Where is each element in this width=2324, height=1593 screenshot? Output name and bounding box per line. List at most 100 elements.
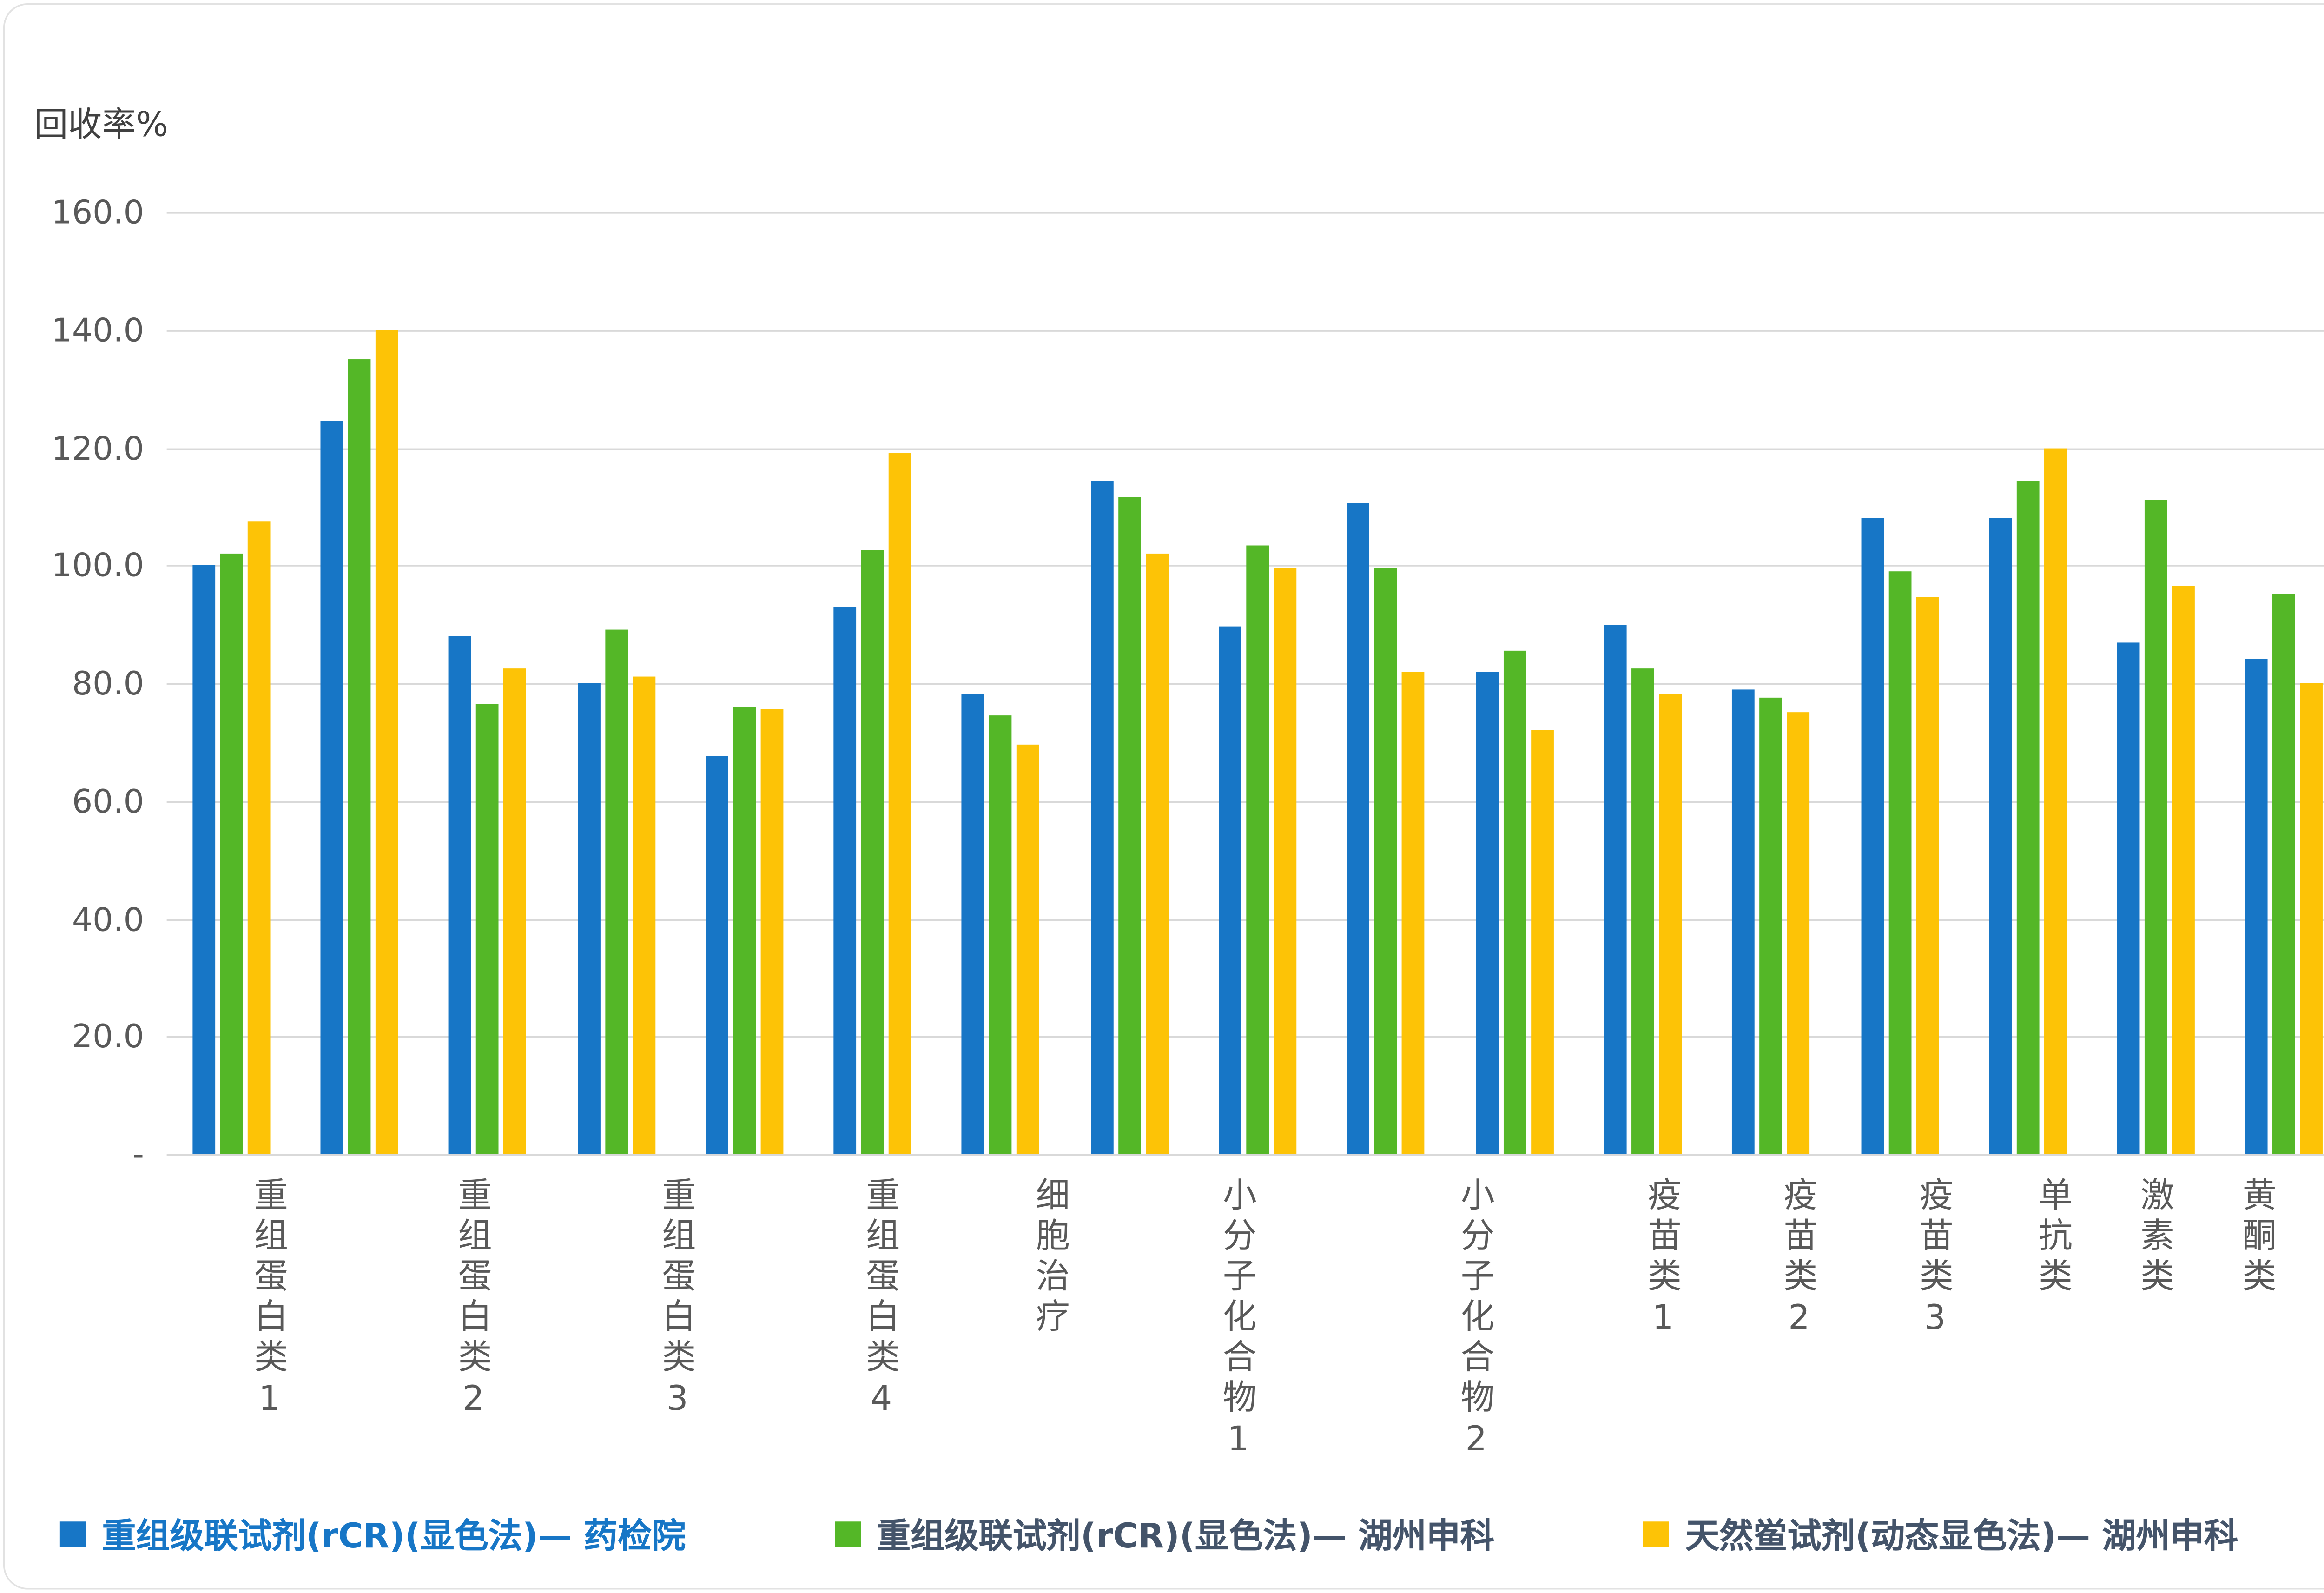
bar-group	[1963, 212, 2092, 1154]
gridline	[166, 919, 2324, 920]
bar-series-1	[320, 421, 343, 1154]
gridline	[166, 565, 2324, 567]
x-tick-label: 小分子化合物2	[1456, 1177, 1496, 1465]
gridline	[166, 1036, 2324, 1038]
x-tick-label: 细胞治疗	[1031, 1177, 1071, 1339]
x-tick-label: 激素类	[2136, 1177, 2176, 1298]
bar-series-1	[1475, 671, 1499, 1154]
x-tick-cell: 重组蛋白类4	[779, 1177, 983, 1465]
bar-series-1	[2117, 641, 2140, 1154]
bar-group	[1194, 212, 1322, 1154]
bar-series-1	[1860, 518, 1883, 1154]
x-tick-cell: 单抗类	[2002, 1177, 2104, 1465]
bar-series-2	[2273, 595, 2296, 1154]
x-tick-label: 疫苗类2	[1779, 1177, 1819, 1344]
bar-series-3	[2044, 447, 2067, 1154]
x-tick-label: 小分子化合物1	[1219, 1177, 1258, 1465]
bar-series-1	[2245, 659, 2268, 1154]
gridline	[166, 330, 2324, 331]
bar-series-2	[1631, 668, 1654, 1154]
bar-series-1	[1604, 624, 1627, 1154]
y-axis-labels: 160.0 140.0 120.0 100.0 80.0 60.0 40.0 20.0 -	[5, 192, 144, 1173]
y-tick-label: -	[132, 1135, 144, 1174]
bar-series-3	[1530, 730, 1553, 1154]
bar-series-2	[1759, 698, 1783, 1154]
x-tick-cell: 疫苗类2	[1730, 1177, 1866, 1465]
bar-series-3	[375, 330, 398, 1154]
plot-area	[166, 212, 2324, 1156]
x-tick-cell: 抗生素类	[2308, 1177, 2324, 1465]
x-tick-cell: 重组蛋白类2	[370, 1177, 574, 1465]
bar-group	[1065, 212, 1194, 1154]
bar-series-3	[1658, 694, 1682, 1154]
bar-group	[167, 212, 295, 1154]
bar-series-1	[962, 694, 985, 1154]
bar-series-1	[705, 756, 728, 1154]
bar-series-1	[1347, 503, 1370, 1154]
legend-label: 重组级联试剂(rCR)(显色法)— 药检院	[102, 1516, 686, 1556]
y-tick-label: 40.0	[72, 899, 144, 938]
bar-group	[1322, 212, 1450, 1154]
bar-series-2	[219, 553, 243, 1154]
x-tick-label: 黄酮类	[2238, 1177, 2278, 1298]
y-tick-label: 60.0	[72, 781, 144, 820]
x-tick-cell: 疫苗类1	[1594, 1177, 1730, 1465]
x-tick-label: 重组蛋白类4	[862, 1177, 901, 1425]
chart-card: 回收率% 160.0 140.0 120.0 100.0 80.0 60.0 40.0 20.…	[3, 3, 2324, 1590]
bar-group	[1450, 212, 1578, 1154]
y-tick-label: 160.0	[51, 192, 144, 231]
bar-series-3	[760, 709, 783, 1154]
bar-group	[680, 212, 808, 1154]
bar-series-3	[1915, 597, 1938, 1154]
bar-group	[1707, 212, 1835, 1154]
bar-series-3	[889, 453, 911, 1154]
bar-series-1	[1090, 480, 1113, 1154]
bar-series-1	[1732, 689, 1755, 1154]
bar-series-3	[1274, 568, 1297, 1154]
x-tick-cell: 激素类	[2104, 1177, 2206, 1465]
bar-series-3	[503, 668, 527, 1154]
bars	[167, 212, 2324, 1154]
bar-series-3	[1787, 712, 1810, 1154]
y-tick-label: 120.0	[51, 428, 144, 467]
x-tick-label: 疫苗类1	[1644, 1177, 1683, 1344]
y-tick-label: 140.0	[51, 310, 144, 350]
x-tick-label: 单抗类	[2034, 1177, 2073, 1298]
bar-series-3	[1402, 671, 1425, 1154]
bar-series-2	[1503, 650, 1526, 1154]
x-axis-labels: 重组蛋白类1 重组蛋白类2 重组蛋白类3 重组蛋白类4 细胞治疗 小分子化合物1 小分子化合…	[167, 1177, 2324, 1465]
x-tick-cell: 重组蛋白类3	[574, 1177, 779, 1465]
x-tick-cell: 小分子化合物2	[1356, 1177, 1594, 1465]
legend: 重组级联试剂(rCR)(显色法)— 药检院 重组级联试剂(rCR)(显色法)— 湖…	[59, 1510, 2238, 1559]
bar-series-3	[247, 521, 270, 1154]
bar-group	[2092, 212, 2220, 1154]
bar-series-2	[1246, 544, 1269, 1154]
legend-item-1: 重组级联试剂(rCR)(显色法)— 药检院	[59, 1510, 686, 1559]
legend-swatch-icon	[834, 1521, 861, 1547]
bar-series-2	[1374, 568, 1398, 1154]
bar-series-2	[2016, 480, 2039, 1154]
bar-series-2	[990, 715, 1012, 1154]
x-tick-cell: 重组蛋白类1	[167, 1177, 371, 1465]
bar-series-3	[2300, 683, 2324, 1154]
gridline	[166, 683, 2324, 685]
legend-swatch-icon	[59, 1521, 86, 1547]
y-tick-label: 20.0	[72, 1017, 144, 1056]
bar-series-2	[476, 703, 499, 1154]
bar-group	[295, 212, 423, 1154]
bar-series-1	[577, 683, 600, 1154]
bar-series-1	[449, 636, 472, 1154]
bar-series-3	[1145, 553, 1169, 1154]
bar-series-2	[604, 630, 627, 1154]
gridlines	[166, 212, 2324, 1156]
bar-series-2	[733, 707, 756, 1154]
legend-item-3: 天然鲎试剂(动态显色法)— 湖州申科	[1643, 1510, 2238, 1559]
x-tick-cell: 疫苗类3	[1866, 1177, 2002, 1465]
bar-group	[2220, 212, 2324, 1154]
x-tick-label: 重组蛋白类3	[658, 1177, 697, 1425]
x-tick-cell: 小分子化合物1	[1118, 1177, 1356, 1465]
gridline	[166, 447, 2324, 449]
x-tick-cell: 细胞治疗	[983, 1177, 1119, 1465]
gridline	[166, 212, 2324, 214]
